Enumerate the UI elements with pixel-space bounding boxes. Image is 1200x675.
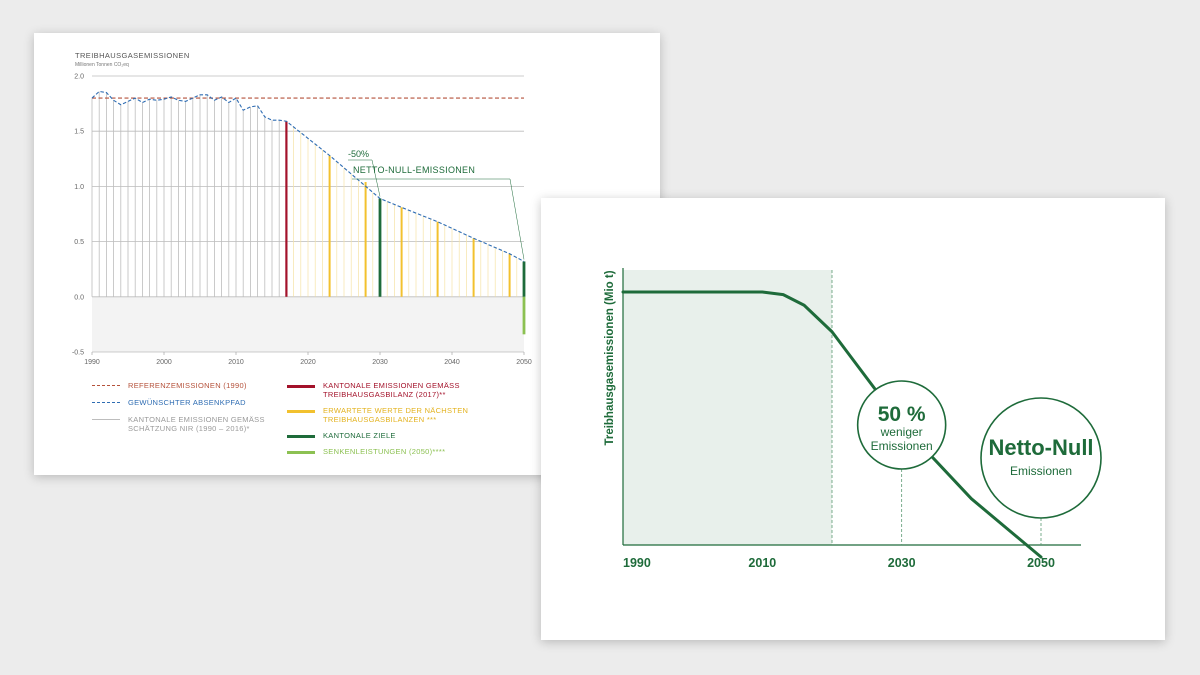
legend-swatch: [92, 402, 120, 403]
y-axis-label: Treibhausgasemissionen (Mio t): [604, 270, 616, 445]
y-tick-label: 2.0: [74, 74, 84, 81]
legend-item: ERWARTETE WERTE DER NÄCHSTEN TREIBHAUSGA…: [287, 406, 477, 424]
annotation-line1: weniger: [880, 425, 923, 439]
y-tick-label: 0.0: [74, 294, 84, 301]
annotation-leader: [348, 159, 381, 197]
legend-swatch: [92, 419, 120, 420]
legend-item: KANTONALE EMISSIONEN GEMÄSS SCHÄTZUNG NI…: [92, 415, 282, 433]
legend-swatch: [287, 451, 315, 454]
legend-item: KANTONALE ZIELE: [287, 431, 477, 440]
historic-period-shade: [623, 270, 832, 545]
desired-reduction-path: [91, 90, 525, 262]
x-tick-label: 1990: [84, 359, 100, 366]
legend-label: KANTONALE EMISSIONEN GEMÄSS SCHÄTZUNG NI…: [128, 415, 265, 433]
x-tick-label: 2050: [516, 359, 532, 366]
y-tick-label: 0.5: [74, 239, 84, 246]
simplified-chart-card: 50 % weniger Emissionen Netto-Null Emissione…: [541, 198, 1165, 640]
annotation-netto-null: NETTO-NULL-EMISSIONEN: [353, 165, 475, 175]
negative-area-shade: [92, 296, 524, 352]
legend-label: ERWARTETE WERTE DER NÄCHSTEN TREIBHAUSGA…: [323, 406, 469, 424]
x-tick-label: 2020: [300, 359, 316, 366]
emissions-curve: [621, 290, 1043, 559]
annotation-minus-50: -50%: [348, 149, 369, 159]
annotation-leader: [352, 178, 525, 260]
legend-swatch: [92, 385, 120, 386]
x-tick-label: 2030: [372, 359, 388, 366]
x-tick-label: 2010: [228, 359, 244, 366]
annotation-line1: Emissionen: [1010, 464, 1072, 478]
x-tick-label: 2010: [748, 556, 776, 570]
legend-item: GEWÜNSCHTER ABSENKPFAD: [92, 398, 282, 407]
x-tick-label: 2040: [444, 359, 460, 366]
legend-label: SENKENLEISTUNGEN (2050)****: [323, 447, 446, 456]
chart-subtitle: Millionen Tonnen CO₂eq: [75, 62, 129, 68]
chart-title: TREIBHAUSGASEMISSIONEN: [75, 51, 190, 60]
legend-swatch: [287, 410, 315, 413]
legend-label: KANTONALE EMISSIONEN GEMÄSS TREIBHAUSGAS…: [323, 381, 460, 399]
annotation-big-text: Netto-Null: [988, 435, 1093, 460]
legend-swatch: [287, 385, 315, 388]
legend-label: GEWÜNSCHTER ABSENKPFAD: [128, 398, 246, 407]
x-tick-label: 1990: [623, 556, 651, 570]
x-tick-label: 2030: [888, 556, 916, 570]
y-tick-label: -0.5: [72, 350, 84, 357]
emissions-chart: TREIBHAUSGASEMISSIONEN Millionen Tonnen …: [72, 51, 532, 366]
legend-item: KANTONALE EMISSIONEN GEMÄSS TREIBHAUSGAS…: [287, 381, 477, 399]
legend-swatch: [287, 435, 315, 438]
y-tick-label: 1.5: [74, 129, 84, 136]
y-tick-label: 1.0: [74, 184, 84, 191]
annotation-line2: Emissionen: [871, 439, 933, 453]
annotation-circle: [980, 397, 1102, 519]
legend-item: SENKENLEISTUNGEN (2050)****: [287, 447, 477, 456]
legend-item: REFERENZEMISSIONEN (1990): [92, 381, 282, 390]
x-tick-label: 2050: [1027, 556, 1055, 570]
annotation-big-text: 50 %: [878, 403, 926, 426]
annotation-circle: [856, 380, 947, 470]
legend-label: REFERENZEMISSIONEN (1990): [128, 381, 247, 390]
legend-label: KANTONALE ZIELE: [323, 431, 396, 440]
x-tick-label: 2000: [156, 359, 172, 366]
